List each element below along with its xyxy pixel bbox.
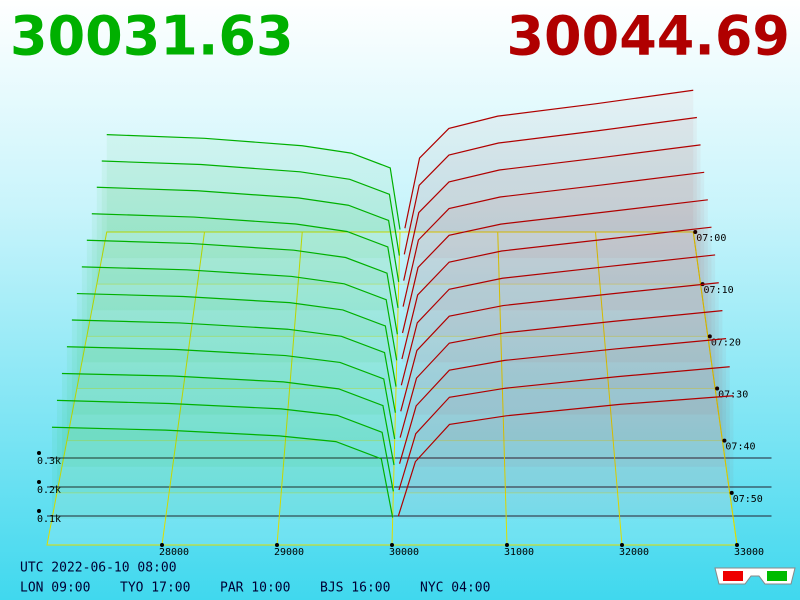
bid-depth-line [106, 134, 401, 230]
ask-depth-line [404, 89, 694, 229]
bid-depth-fill [71, 319, 396, 415]
ask-depth-fill [403, 172, 705, 311]
ask-depth-line [402, 171, 705, 307]
bid-depth-fill [66, 346, 395, 441]
bid-depth-fill [96, 187, 399, 285]
time-tick-label: 07:40 [725, 442, 755, 453]
time-tick-label: 07:10 [704, 285, 734, 296]
ask-depth-line [397, 395, 734, 517]
city-clock: BJS 16:00 [320, 581, 390, 596]
price-grid-line [276, 231, 303, 546]
ask-depth-line [401, 199, 708, 334]
depth-tick-label: 0.3k [37, 456, 61, 467]
ask-depth-line [403, 144, 701, 281]
price-tick [620, 543, 624, 547]
bid-depth-fill [101, 161, 400, 259]
bid-depth-fill [86, 240, 398, 337]
city-clock: TYO 17:00 [120, 581, 190, 596]
bid-depth-line [91, 213, 399, 309]
bid-depth-line [61, 372, 395, 466]
price-tick [735, 543, 739, 547]
ask-depth-fill [404, 90, 694, 232]
ask-depth-line [400, 254, 716, 386]
depth-tick [37, 451, 41, 455]
depth-layer: 0.1k 0.2k 0.3k 28000 29000 30000 31000 32000 330… [37, 89, 772, 558]
price-tick-label: 29000 [274, 547, 304, 558]
depth-tick-label: 0.1k [37, 514, 61, 525]
time-tick [715, 386, 720, 391]
price-tick-label: 31000 [504, 547, 534, 558]
bid-depth-line [101, 160, 400, 256]
time-tick-label: 07:50 [733, 494, 763, 505]
bid-depth-line [76, 292, 397, 387]
city-clock: LON 09:00 [20, 581, 90, 596]
ask-depth-fill [398, 395, 734, 519]
depth-tick [37, 509, 41, 513]
price-tick [390, 543, 394, 547]
city-clock: PAR 10:00 [220, 581, 290, 596]
city-clock: NYC 04:00 [420, 581, 490, 596]
bid-depth-line [51, 426, 394, 518]
bid-price: 30031.63 [10, 5, 294, 68]
3d-glasses-icon [714, 567, 796, 585]
ask-depth-fill [399, 338, 727, 467]
price-grid-line [161, 231, 205, 546]
time-tick [693, 230, 698, 234]
price-tick [275, 543, 279, 547]
bid-depth-fill [106, 134, 400, 232]
utc-time: UTC 2022-06-10 08:00 [20, 561, 177, 576]
bid-depth-line [86, 239, 398, 335]
time-tick [729, 490, 734, 495]
ask-depth-fill [402, 199, 708, 337]
ask-depth-fill [400, 310, 723, 441]
ask-depth-fill [400, 282, 719, 415]
ask-depth-line [399, 310, 723, 438]
bid-depth-fill [51, 427, 393, 519]
time-tick-label: 07:00 [696, 233, 726, 244]
ask-depth-fill [401, 227, 712, 363]
bid-depth-line [66, 346, 396, 440]
ask-depth-fill [401, 254, 716, 389]
ask-depth-fill [404, 117, 697, 259]
price-tick-label: 28000 [159, 547, 189, 558]
depth-tick [37, 480, 41, 484]
price-tick-label: 30000 [389, 547, 419, 558]
bid-depth-fill [76, 293, 396, 389]
price-grid-line [391, 231, 401, 546]
time-tick [707, 334, 712, 339]
time-tick [722, 438, 727, 443]
time-tick-label: 07:30 [718, 390, 748, 401]
ask-depth-line [398, 338, 727, 464]
bid-depth-fill [56, 400, 394, 493]
bid-depth-line [96, 186, 400, 282]
price-tick [505, 543, 509, 547]
bid-depth-fill [91, 213, 398, 311]
ask-depth-line [398, 366, 730, 491]
ask-depth-line [403, 116, 697, 255]
ask-depth-fill [403, 144, 701, 285]
bid-depth-line [81, 266, 398, 361]
time-tick-label: 07:20 [711, 337, 741, 348]
ask-depth-line [400, 282, 719, 412]
price-tick [160, 543, 164, 547]
ask-depth-fill [398, 366, 730, 493]
bid-depth-line [71, 319, 396, 413]
depth-tick-label: 0.2k [37, 485, 61, 496]
bid-depth-fill [81, 266, 397, 363]
price-tick-label: 33000 [734, 547, 764, 558]
bid-depth-line [56, 399, 394, 492]
ask-depth-line [401, 226, 712, 360]
bid-depth-fill [61, 373, 394, 467]
price-tick-label: 32000 [619, 547, 649, 558]
ask-price: 30044.69 [506, 5, 790, 68]
price-grid-line [595, 231, 623, 546]
